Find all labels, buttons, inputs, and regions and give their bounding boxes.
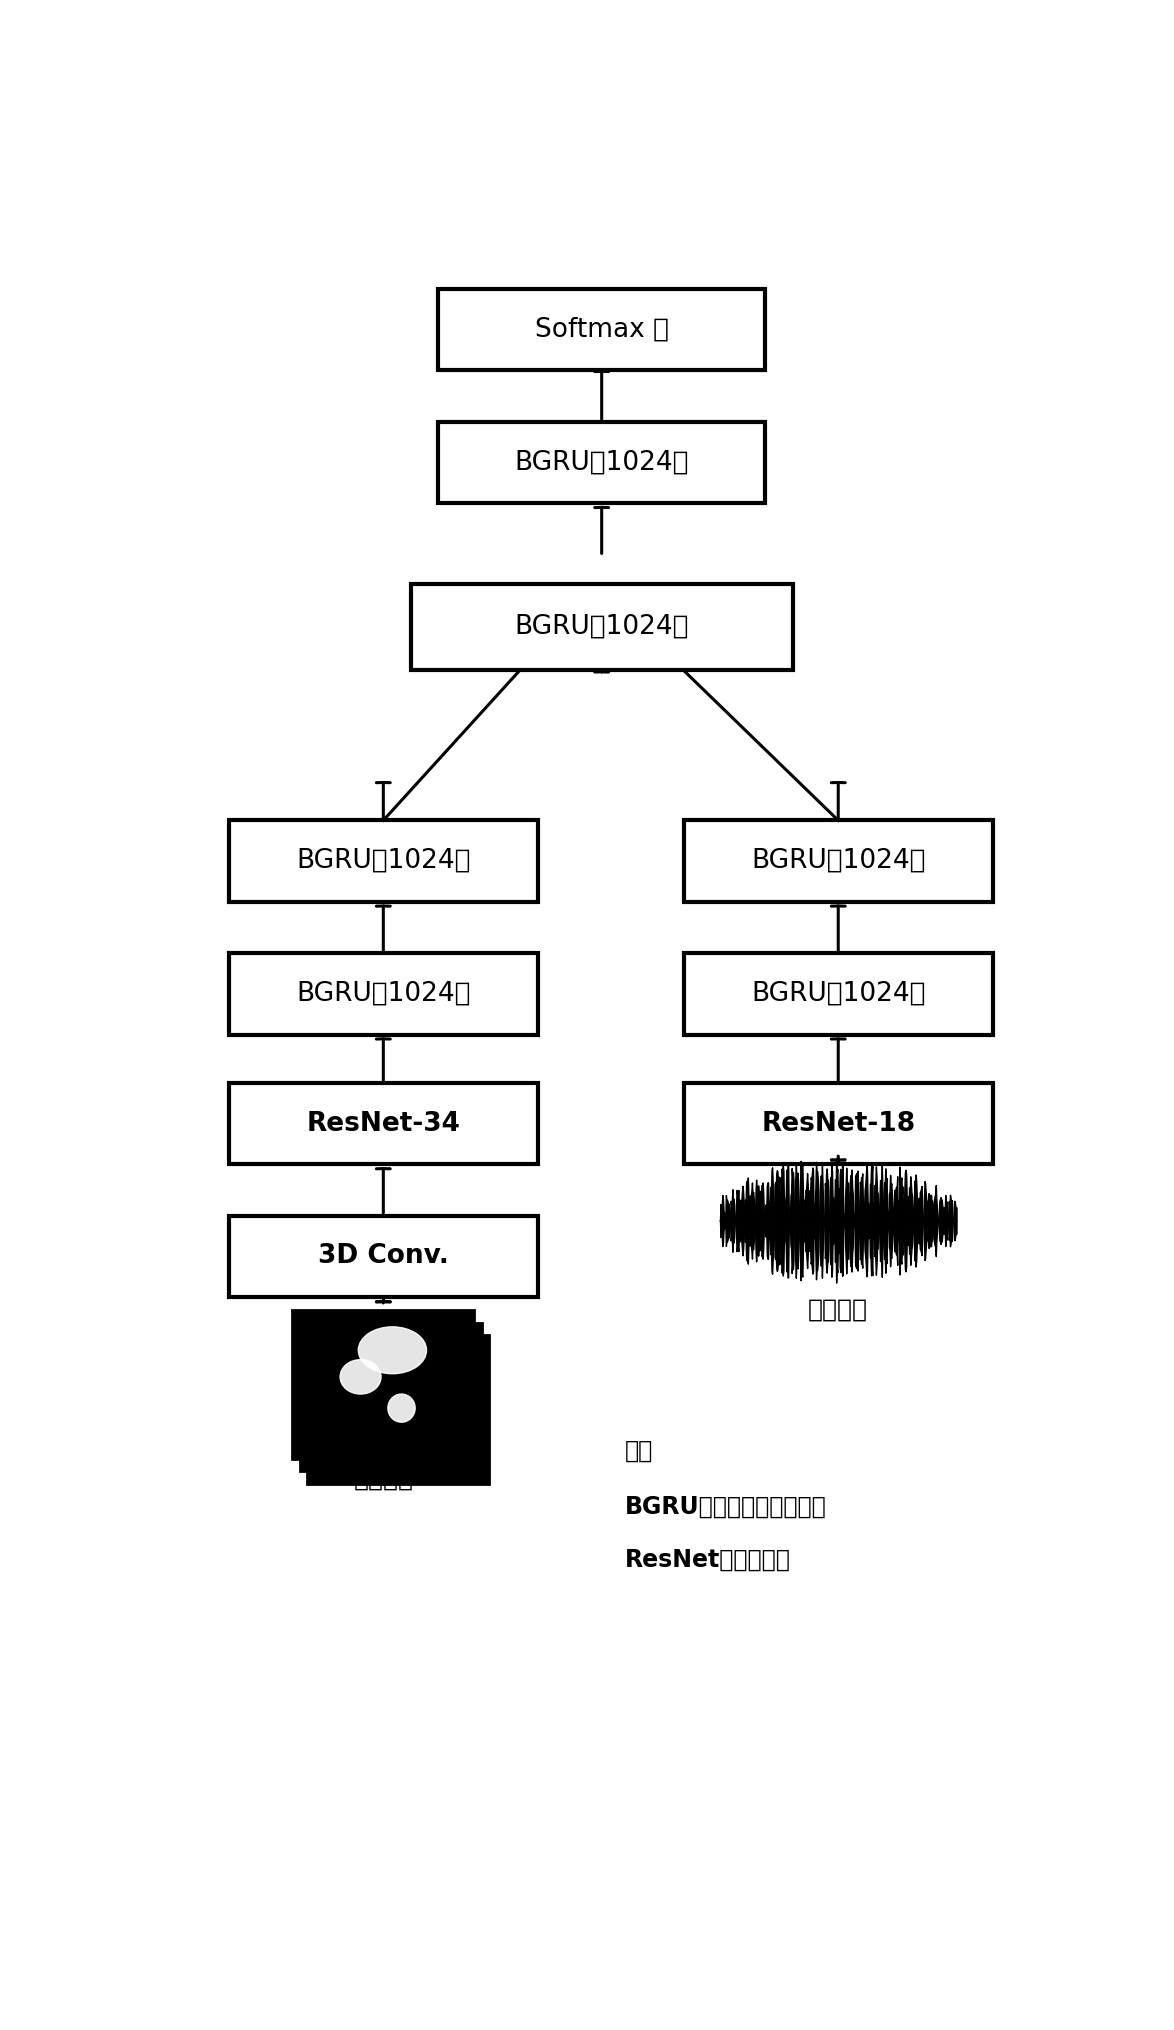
Bar	[306, 1336, 488, 1484]
Text: 3D Conv.: 3D Conv.	[318, 1244, 448, 1269]
Text: ResNet-18: ResNet-18	[761, 1110, 916, 1137]
FancyBboxPatch shape	[438, 288, 765, 369]
Ellipse shape	[387, 1395, 416, 1423]
Bar	[292, 1311, 474, 1460]
FancyBboxPatch shape	[229, 1216, 538, 1297]
Text: 音频波形: 音频波形	[808, 1297, 869, 1322]
Text: ResNet-34: ResNet-34	[306, 1110, 460, 1137]
FancyBboxPatch shape	[683, 820, 993, 901]
Text: BGRU（1024）: BGRU（1024）	[514, 449, 689, 475]
Text: 注：: 注：	[625, 1439, 653, 1462]
Text: BGRU（1024）: BGRU（1024）	[751, 849, 925, 875]
Bar	[299, 1324, 481, 1472]
FancyBboxPatch shape	[229, 820, 538, 901]
Text: BGRU（1024）: BGRU（1024）	[514, 613, 689, 639]
FancyBboxPatch shape	[229, 1082, 538, 1165]
Text: BGRU（1024）: BGRU（1024）	[296, 980, 471, 1007]
Text: 图像序列: 图像序列	[353, 1466, 413, 1490]
FancyBboxPatch shape	[438, 422, 765, 503]
Text: BGRU（1024）: BGRU（1024）	[751, 980, 925, 1007]
Ellipse shape	[358, 1328, 426, 1374]
Text: Softmax 层: Softmax 层	[534, 317, 669, 343]
Ellipse shape	[340, 1360, 382, 1395]
Text: BGRU（1024）: BGRU（1024）	[296, 849, 471, 875]
FancyBboxPatch shape	[411, 583, 792, 670]
FancyBboxPatch shape	[683, 1082, 993, 1165]
FancyBboxPatch shape	[683, 954, 993, 1035]
FancyBboxPatch shape	[229, 954, 538, 1035]
Text: ResNet：残差网络: ResNet：残差网络	[625, 1547, 790, 1571]
Text: BGRU：双向门控循环单元: BGRU：双向门控循环单元	[625, 1494, 826, 1518]
